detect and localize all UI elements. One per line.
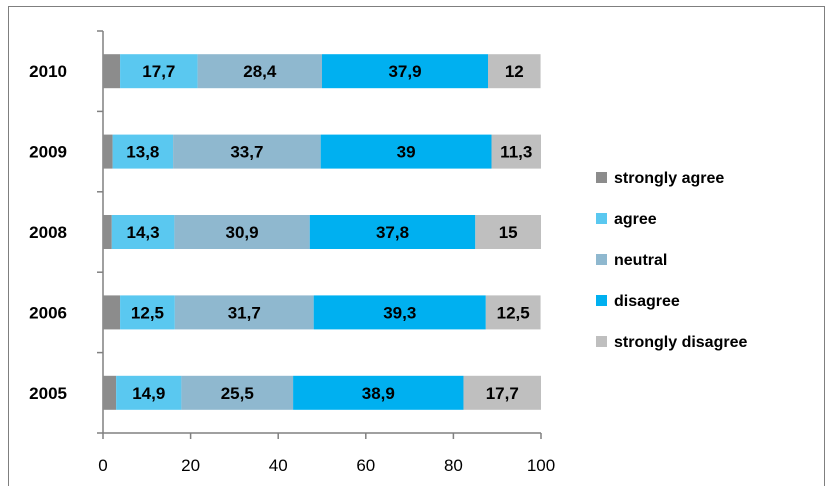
bar-strongly-disagree-2010	[488, 54, 541, 89]
data-label-agree-2006: 12,5	[131, 303, 164, 322]
chart-frame	[8, 6, 825, 486]
legend-swatch-agree	[596, 213, 607, 224]
data-label-disagree-2005: 38,9	[362, 384, 395, 403]
bar-agree-2005	[116, 375, 182, 410]
data-label-strongly-disagree-2005: 17,7	[486, 384, 519, 403]
bar-neutral-2008	[174, 215, 310, 249]
bar-neutral-2006	[174, 295, 314, 330]
bar-neutral-2005	[181, 375, 294, 410]
data-label-strongly-disagree-2010: 12	[505, 62, 524, 81]
bar-neutral-2010	[197, 54, 322, 89]
bar-strongly-agree-2010	[103, 54, 121, 89]
x-tick-label-0: 0	[98, 456, 107, 475]
data-label-disagree-2006: 39,3	[383, 303, 416, 322]
bar-strongly-disagree-2009	[491, 134, 541, 169]
data-label-neutral-2005: 25,5	[221, 384, 254, 403]
category-label-2008: 2008	[29, 223, 67, 242]
data-label-disagree-2010: 37,9	[388, 62, 421, 81]
category-label-2010: 2010	[29, 62, 67, 81]
data-label-neutral-2006: 31,7	[228, 303, 261, 322]
data-label-agree-2005: 14,9	[132, 384, 165, 403]
bar-strongly-agree-2005	[103, 375, 117, 410]
x-tick-label-60: 60	[356, 456, 375, 475]
x-tick-label-80: 80	[444, 456, 463, 475]
legend-label-neutral: neutral	[614, 252, 667, 269]
data-label-neutral-2010: 28,4	[243, 62, 277, 81]
bar-strongly-agree-2009	[103, 134, 113, 169]
legend-label-strongly-agree: strongly agree	[614, 170, 724, 187]
data-label-disagree-2008: 37,8	[376, 223, 409, 242]
data-label-disagree-2009: 39	[397, 143, 416, 162]
data-label-strongly-disagree-2006: 12,5	[497, 303, 530, 322]
x-tick-label-20: 20	[181, 456, 200, 475]
bar-disagree-2009	[320, 134, 492, 169]
legend-swatch-neutral	[596, 254, 607, 265]
data-label-strongly-disagree-2009: 11,3	[500, 143, 532, 162]
legend-label-disagree: disagree	[614, 293, 680, 310]
bar-disagree-2008	[309, 215, 476, 249]
x-tick-label-40: 40	[269, 456, 288, 475]
data-label-strongly-disagree-2008: 15	[499, 223, 518, 242]
bar-agree-2008	[111, 215, 175, 249]
bar-disagree-2006	[313, 295, 486, 330]
bar-disagree-2005	[293, 375, 464, 410]
legend-swatch-disagree	[596, 295, 607, 306]
bar-strongly-disagree-2005	[463, 375, 541, 410]
data-label-agree-2010: 17,7	[142, 62, 175, 81]
bar-strongly-disagree-2006	[485, 295, 541, 330]
bar-agree-2010	[120, 54, 198, 89]
legend-label-strongly-disagree: strongly disagree	[614, 334, 747, 351]
bar-neutral-2009	[173, 134, 321, 169]
data-label-neutral-2009: 33,7	[230, 143, 263, 162]
x-tick-label-100: 100	[527, 456, 555, 475]
bar-strongly-agree-2008	[103, 215, 112, 249]
legend-swatch-strongly-disagree	[596, 336, 607, 347]
category-label-2006: 2006	[29, 303, 67, 322]
bar-strongly-agree-2006	[103, 295, 121, 330]
category-label-2009: 2009	[29, 143, 67, 162]
bar-agree-2009	[112, 134, 174, 169]
data-label-agree-2009: 13,8	[126, 143, 159, 162]
data-label-agree-2008: 14,3	[127, 223, 160, 242]
bar-agree-2006	[120, 295, 175, 330]
bar-strongly-disagree-2008	[475, 215, 541, 249]
legend-label-agree: agree	[614, 211, 657, 228]
data-label-neutral-2008: 30,9	[226, 223, 259, 242]
bar-disagree-2010	[322, 54, 489, 89]
legend-swatch-strongly-agree	[596, 172, 607, 183]
category-label-2005: 2005	[29, 384, 67, 403]
